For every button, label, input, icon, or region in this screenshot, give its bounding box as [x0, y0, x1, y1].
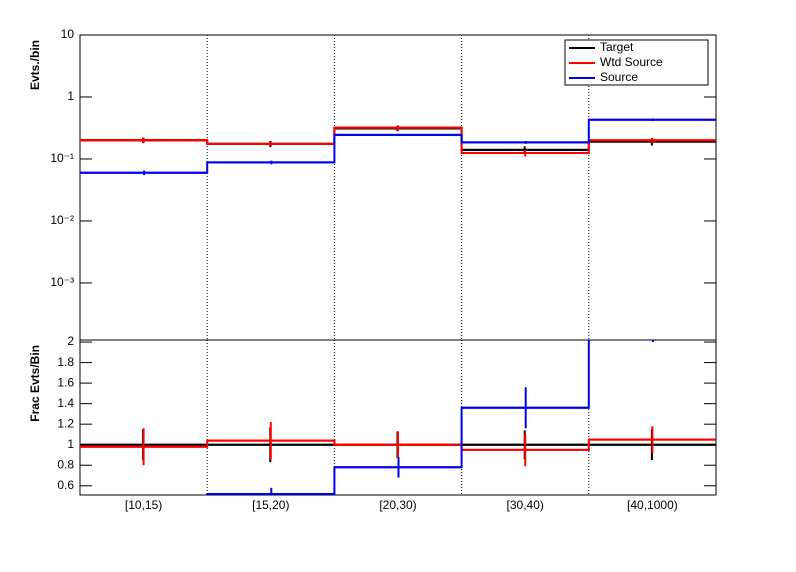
- y-tick-label: 1.8: [57, 355, 74, 369]
- step-outline: [80, 127, 716, 151]
- x-tick-label: [15,20): [252, 498, 289, 512]
- y-tick-label: 1: [67, 437, 74, 451]
- y-tick-label: 0.6: [57, 478, 74, 492]
- plot: [80, 340, 716, 495]
- y-tick-label: 1.4: [57, 396, 74, 410]
- x-tick-label: [40,1000): [627, 498, 678, 512]
- frame: [79, 339, 717, 496]
- y-tick-label: 2: [67, 334, 74, 348]
- legend-label: Source: [600, 70, 638, 84]
- y-tick-label: 10⁻¹: [50, 151, 74, 165]
- x-tick-label: [10,15): [125, 498, 162, 512]
- y-tick-label: 1: [67, 89, 74, 103]
- y-axis-title: Evts./bin: [28, 40, 42, 90]
- legend-label: Wtd Source: [600, 55, 663, 69]
- y-tick-label: 1.2: [57, 416, 74, 430]
- x-tick-label: [30,40): [507, 498, 544, 512]
- y-tick-label: 1.6: [57, 375, 74, 389]
- y-tick-label: 10⁻²: [50, 213, 74, 227]
- plot: [80, 118, 716, 176]
- y-tick-label: 0.8: [57, 457, 74, 471]
- x-tick-label: [20,30): [379, 498, 416, 512]
- y-axis-title: Frac Evts/Bin: [28, 345, 42, 422]
- y-tick-label: 10⁻³: [50, 275, 74, 289]
- legend-label: Target: [600, 40, 634, 54]
- y-tick-label: 10: [61, 27, 75, 41]
